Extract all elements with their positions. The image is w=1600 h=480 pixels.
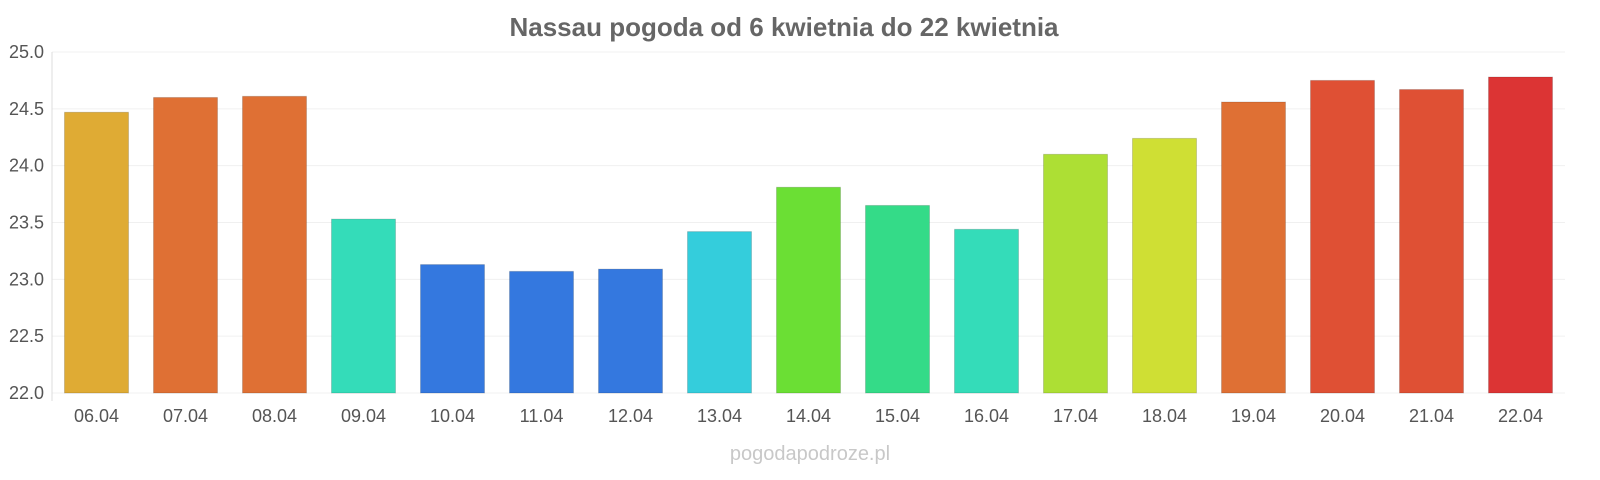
watermark: pogodapodroze.pl [730, 443, 890, 465]
y-tick-label: 24.5 [9, 99, 44, 119]
x-tick-label: 19.04 [1231, 406, 1276, 426]
x-tick-label: 22.04 [1498, 406, 1543, 426]
bar-18.04[interactable] [1132, 137, 1197, 394]
x-tick-label: 12.04 [608, 406, 653, 426]
x-tick-label: 07.04 [163, 406, 208, 426]
y-tick-label: 23.0 [9, 269, 44, 289]
x-tick-label: 09.04 [341, 406, 386, 426]
bar-19.04[interactable] [1221, 101, 1286, 394]
x-tick-label: 14.04 [786, 406, 831, 426]
bar-09.04[interactable] [331, 218, 396, 394]
bar-20.04[interactable] [1310, 79, 1375, 394]
x-tick-label: 20.04 [1320, 406, 1365, 426]
chart-title: Nassau pogoda od 6 kwietnia do 22 kwietn… [509, 12, 1059, 42]
bar-08.04[interactable] [242, 95, 307, 394]
x-tick-label: 11.04 [520, 406, 564, 426]
x-tick-label: 15.04 [875, 406, 920, 426]
x-tick-label: 18.04 [1142, 406, 1187, 426]
y-tick-label: 22.0 [9, 383, 44, 403]
bar-16.04[interactable] [954, 228, 1019, 394]
bar-10.04[interactable] [420, 264, 485, 394]
bar-07.04[interactable] [153, 96, 218, 394]
y-tick-label: 23.5 [9, 213, 44, 233]
x-tick-label: 17.04 [1053, 406, 1098, 426]
x-tick-label: 10.04 [430, 406, 475, 426]
x-tick-label: 21.04 [1409, 406, 1454, 426]
bar-22.04[interactable] [1488, 76, 1553, 394]
x-tick-label: 13.04 [697, 406, 742, 426]
bar-17.04[interactable] [1043, 153, 1108, 394]
bar-11.04[interactable] [509, 270, 574, 394]
x-tick-label: 08.04 [252, 406, 297, 426]
x-tick-label: 06.04 [74, 406, 119, 426]
bar-21.04[interactable] [1399, 89, 1464, 394]
y-tick-label: 24.0 [9, 156, 44, 176]
bar-13.04[interactable] [687, 231, 752, 394]
y-tick-label: 25.0 [9, 42, 44, 62]
bar-14.04[interactable] [776, 186, 841, 394]
bar-06.04[interactable] [64, 111, 129, 394]
bar-15.04[interactable] [865, 204, 930, 394]
y-tick-label: 22.5 [9, 326, 44, 346]
x-tick-label: 16.04 [964, 406, 1009, 426]
bar-12.04[interactable] [598, 268, 663, 394]
